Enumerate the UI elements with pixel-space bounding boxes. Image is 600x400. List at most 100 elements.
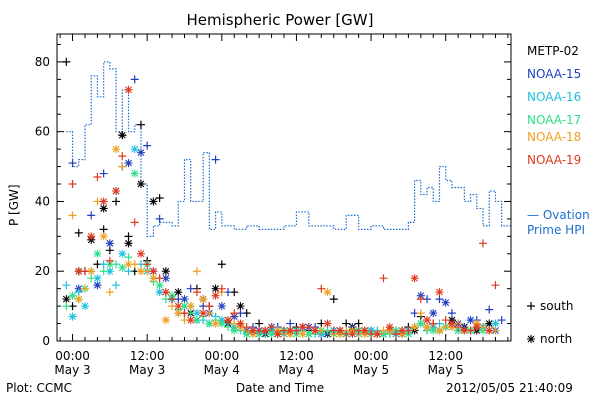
- north-marker: [130, 169, 139, 178]
- south-marker: [130, 218, 139, 227]
- north-marker: [261, 326, 270, 335]
- north-marker: [93, 274, 102, 283]
- north-marker: [230, 326, 239, 335]
- south-marker: [230, 309, 239, 318]
- north-marker: [199, 309, 208, 318]
- x-tick-date-label: May 3: [54, 363, 90, 377]
- x-tick-date-label: May 3: [129, 363, 165, 377]
- north-marker: [149, 274, 158, 283]
- south-marker: [80, 284, 89, 293]
- south-marker: [447, 309, 456, 318]
- x-tick-time-label: 00:00: [55, 349, 90, 363]
- south-marker: [286, 319, 295, 328]
- south-marker: [62, 302, 71, 311]
- south-marker: [186, 284, 195, 293]
- south-marker: [112, 281, 121, 290]
- north-marker: [174, 288, 183, 297]
- y-axis-label: P [GW]: [7, 184, 21, 226]
- north-marker: [273, 330, 282, 339]
- north-marker: [74, 295, 83, 304]
- x-tick-date-label: May 4: [278, 363, 314, 377]
- north-marker: [87, 267, 96, 276]
- north-marker: [460, 326, 469, 335]
- x-axis-label: Date and Time: [235, 381, 325, 395]
- north-marker: [124, 239, 133, 248]
- north-marker: [447, 319, 456, 328]
- north-marker: [87, 232, 96, 241]
- north-marker: [410, 274, 419, 283]
- y-tick-label: 0: [42, 334, 50, 348]
- north-marker: [236, 302, 245, 311]
- north-marker: [62, 295, 71, 304]
- north-marker: [174, 309, 183, 318]
- north-marker: [298, 330, 307, 339]
- north-marker: [68, 312, 77, 321]
- north-marker: [161, 274, 170, 283]
- south-marker: [87, 211, 96, 220]
- north-marker: [385, 323, 394, 332]
- north-marker: [236, 319, 245, 328]
- south-marker: [242, 323, 251, 332]
- north-marker: [136, 267, 145, 276]
- north-marker: [99, 204, 108, 213]
- plot-source: Plot: CCMC: [6, 381, 72, 395]
- x-tick-time-label: 12:00: [130, 349, 165, 363]
- y-tick-label: 20: [35, 264, 50, 278]
- south-marker: [491, 281, 500, 290]
- north-marker: [105, 239, 114, 248]
- north-marker: [118, 249, 127, 258]
- south-marker: [124, 253, 133, 262]
- south-marker: [99, 267, 108, 276]
- north-marker: [248, 326, 257, 335]
- south-marker: [205, 302, 214, 311]
- north-marker: [186, 316, 195, 325]
- south-marker: [87, 274, 96, 283]
- north-marker: [118, 131, 127, 140]
- south-marker: [62, 57, 71, 66]
- plot-frame: [56, 33, 512, 342]
- north-marker: [124, 159, 133, 168]
- south-marker: [416, 309, 425, 318]
- x-tick-date-label: May 4: [204, 363, 240, 377]
- north-marker: [118, 263, 127, 272]
- north-marker: [161, 288, 170, 297]
- south-marker: [429, 319, 438, 328]
- ovation-hpi-line: [66, 61, 511, 237]
- x-tick-date-label: May 5: [353, 363, 389, 377]
- south-marker: [485, 305, 494, 314]
- south-marker: [124, 267, 133, 276]
- north-marker: [205, 319, 214, 328]
- legend-south: south: [540, 299, 574, 313]
- south-marker: [118, 162, 127, 171]
- north-marker: [161, 316, 170, 325]
- north-marker: [472, 323, 481, 332]
- north-marker: [155, 288, 164, 297]
- south-marker: [168, 295, 177, 304]
- north-marker: [149, 267, 158, 276]
- south-marker: [224, 323, 233, 332]
- south-marker: [317, 284, 326, 293]
- north-marker: [180, 295, 189, 304]
- south-marker: [62, 281, 71, 290]
- north-marker: [298, 323, 307, 332]
- north-marker: [491, 319, 500, 328]
- north-marker: [136, 180, 145, 189]
- south-marker: [112, 197, 121, 206]
- south-marker: [118, 152, 127, 161]
- north-marker: [435, 288, 444, 297]
- south-marker: [93, 173, 102, 182]
- north-marker: [466, 316, 475, 325]
- chart-title: Hemispheric Power [GW]: [186, 11, 374, 29]
- north-marker: [527, 335, 535, 343]
- south-marker: [155, 193, 164, 202]
- legend-ovation-line1: — Ovation: [527, 208, 590, 222]
- legend-noaa16: NOAA-16: [527, 90, 582, 104]
- legend-noaa15: NOAA-15: [527, 67, 582, 81]
- south-marker: [379, 274, 388, 283]
- north-marker: [112, 145, 121, 154]
- legend-north: north: [540, 332, 573, 346]
- north-marker: [155, 281, 164, 290]
- north-marker: [136, 148, 145, 157]
- north-marker: [68, 291, 77, 300]
- south-marker: [527, 302, 535, 310]
